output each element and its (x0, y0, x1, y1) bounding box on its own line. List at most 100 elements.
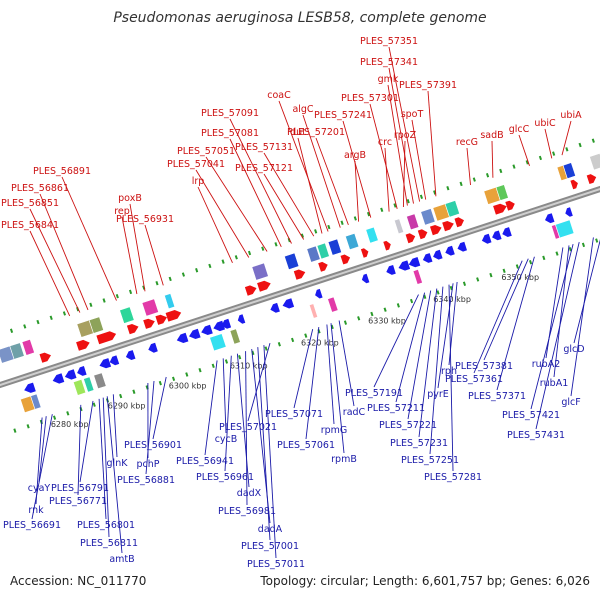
reverse-leader-line (448, 281, 458, 366)
forward-leader-line (29, 230, 71, 317)
forward-gene-label: PLES_56891 (33, 166, 91, 177)
forward-gene-label: coaC (267, 90, 291, 101)
forward-leader-line (561, 120, 572, 156)
forward-gene-label: PLES_56851 (1, 198, 59, 209)
forward-leader-line (278, 100, 329, 232)
reverse-gene-label: PLES_56691 (3, 520, 61, 531)
reverse-gene-arrow (433, 249, 443, 260)
reverse-leader-line (448, 284, 454, 472)
forward-rail-tick (181, 272, 186, 277)
reverse-gene-label: dadA (258, 524, 283, 535)
reverse-leader-line (102, 397, 110, 538)
forward-feature-tile (284, 252, 300, 270)
reverse-feature-tile (308, 303, 319, 319)
forward-gene-label: PLES_57041 (167, 159, 225, 170)
reverse-gene-label: cyaY (28, 483, 51, 494)
forward-leader-line (387, 84, 408, 206)
reverse-gene-label: PLES_57421 (502, 410, 560, 421)
forward-gene-label: PLES_57081 (201, 128, 259, 139)
reverse-rail-tick (158, 380, 162, 386)
reverse-leader-line (79, 400, 94, 483)
forward-gene-arrow (493, 203, 507, 215)
reverse-gene-label: PLES_57371 (468, 391, 526, 402)
reverse-gene-label: PLES_57231 (390, 438, 448, 449)
forward-feature-tile (365, 226, 379, 244)
forward-gene-arrow (442, 221, 454, 232)
forward-gene-arrow (126, 324, 139, 335)
reverse-leader-line (437, 283, 454, 389)
reverse-rail-tick (581, 242, 586, 248)
reverse-leader-line (338, 320, 355, 407)
forward-leader-line (466, 147, 471, 186)
reverse-leader-line (247, 342, 271, 422)
accession-label: Accession: NC_011770 (10, 574, 146, 588)
forward-rail-tick (195, 268, 199, 273)
reverse-leader-line (293, 328, 314, 409)
forward-gene-arrow (257, 280, 271, 292)
forward-rail-tick (591, 138, 595, 143)
forward-gene-label: ubiC (534, 118, 556, 129)
forward-gene-arrow (383, 240, 391, 251)
forward-leader-line (354, 160, 360, 222)
ruler-label: 6290 kbp (108, 401, 146, 410)
forward-gene-arrow (244, 285, 257, 296)
forward-feature-tile (495, 184, 509, 201)
forward-feature-tile (316, 242, 330, 260)
forward-rail-tick (247, 250, 252, 256)
reverse-gene-arrow (386, 265, 396, 275)
forward-leader-line (342, 120, 372, 218)
forward-rail-tick (314, 229, 318, 234)
reverse-gene-label: PLES_57431 (507, 430, 565, 441)
reverse-gene-label: PLES_56771 (49, 496, 107, 507)
forward-gene-label: PLES_57201 (287, 127, 345, 138)
reverse-gene-label: pchP (136, 459, 159, 470)
reverse-rail-tick (595, 238, 599, 243)
forward-rail-tick (234, 255, 238, 260)
reverse-rail-tick (568, 247, 572, 252)
forward-leader-line (411, 119, 427, 200)
forward-feature-tile (306, 245, 321, 263)
reverse-rail-tick (330, 324, 334, 330)
forward-gene-arrow (405, 233, 416, 244)
forward-rail-tick (366, 211, 371, 217)
forward-feature-tile (393, 218, 405, 235)
forward-gene-label: lrp (192, 176, 205, 187)
reverse-gene-arrow (148, 342, 158, 353)
reverse-gene-label: PLES_57251 (401, 455, 459, 466)
reverse-feature-tile (412, 269, 423, 285)
reverse-gene-label: dadX (237, 488, 262, 499)
reverse-feature-tile (209, 333, 227, 352)
forward-rail-tick (578, 142, 582, 148)
reverse-gene-label: rubA2 (532, 359, 561, 370)
reverse-gene-arrow (77, 366, 87, 376)
forward-rail-tick (406, 198, 410, 204)
forward-leader-line (402, 140, 406, 208)
map-title: Pseudomonas aeruginosa LESB58, complete … (113, 10, 486, 26)
reverse-leader-line (152, 376, 167, 440)
reverse-gene-label: PLES_56981 (218, 506, 276, 517)
reverse-leader-line (305, 327, 320, 440)
forward-rail-tick (300, 233, 305, 238)
reverse-gene-label: PLES_57381 (455, 361, 513, 372)
reverse-gene-label: PLES_57221 (379, 420, 437, 431)
forward-leader-line (195, 169, 250, 258)
forward-gene-arrow (430, 225, 442, 236)
forward-feature-tile (164, 293, 176, 310)
reverse-leader-line (106, 396, 123, 554)
forward-feature-tile (420, 208, 436, 226)
ruler-label: 6310 kbp (230, 362, 268, 371)
reverse-gene-label: rnk (28, 505, 44, 516)
reverse-leader-line (245, 351, 248, 506)
reverse-gene-label: PLES_56811 (80, 538, 138, 549)
reverse-gene-label: PLES_57011 (247, 559, 305, 570)
reverse-gene-label: glnK (107, 458, 129, 469)
reverse-leader-line (31, 414, 53, 520)
reverse-gene-label: PLES_57071 (265, 409, 323, 420)
forward-gene-arrow (39, 352, 51, 363)
forward-gene-label: PLES_57091 (201, 108, 259, 119)
forward-gene-label: PLES_57121 (235, 163, 293, 174)
forward-gene-arrow (340, 254, 351, 265)
forward-rail-tick (353, 216, 357, 221)
reverse-rail-tick (343, 320, 348, 325)
